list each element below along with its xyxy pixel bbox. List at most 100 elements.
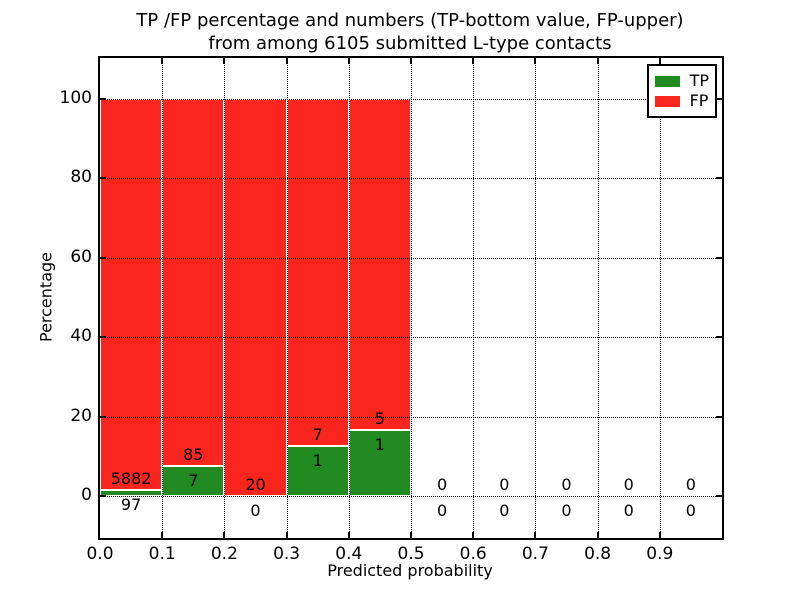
x-tick-label: 0.2: [210, 544, 238, 564]
x-tick-top: [347, 58, 350, 64]
legend-item-fp: FP: [654, 91, 709, 111]
x-tick-label: 0.3: [273, 544, 301, 564]
legend: TP FP: [646, 64, 717, 118]
y-tick-left: [100, 177, 106, 180]
y-tick-left: [100, 336, 106, 339]
x-tick-top: [285, 58, 288, 64]
y-tick-right: [716, 336, 722, 339]
x-gridline: [473, 58, 475, 538]
fp-count-label: 85: [183, 444, 204, 464]
fp-bar-segment: [100, 98, 163, 490]
tp-count-label: 0: [437, 501, 448, 521]
y-tick-label: 20: [70, 405, 92, 426]
tp-bar-segment: [348, 429, 411, 497]
y-gridline: [100, 337, 722, 339]
x-tick-top: [534, 58, 537, 64]
tp-count-label: 97: [120, 494, 142, 514]
y-tick-label: 60: [70, 246, 92, 267]
tp-count-label: 0: [499, 501, 510, 521]
y-gridline: [100, 257, 722, 259]
x-tick-label: 0.0: [86, 544, 114, 564]
x-tick-bottom: [223, 532, 226, 538]
chart-title-line1: TP /FP percentage and numbers (TP-bottom…: [136, 10, 684, 31]
fp-count-label: 0: [561, 475, 572, 495]
x-axis-label: Predicted probability: [327, 561, 493, 580]
x-tick-top: [472, 58, 475, 64]
fp-bar-segment: [286, 98, 349, 447]
y-tick-label: 40: [70, 326, 92, 347]
tp-legend-label: TP: [689, 71, 709, 90]
x-tick-bottom: [410, 532, 412, 538]
fp-count-label: 5: [374, 408, 385, 428]
x-gridline: [162, 58, 164, 538]
x-gridline: [286, 58, 288, 538]
x-tick-bottom: [596, 532, 599, 538]
fp-legend-label: FP: [689, 91, 709, 110]
tp-count-label: 7: [188, 470, 199, 490]
y-tick-label: 0: [81, 485, 92, 506]
plot-area: TP FP 0.0 0.1 0.2 0.3 0.4 0.5 0.6 0.7 0.8 0.9 0 20 4…: [60, 56, 724, 564]
tp-legend-swatch: [654, 75, 680, 87]
x-gridline: [535, 58, 537, 538]
fp-legend-swatch: [654, 95, 680, 107]
x-tick-label: 0.4: [335, 544, 363, 564]
x-tick-label: 0.7: [521, 544, 549, 564]
tp-bar-segment: [162, 465, 225, 497]
x-gridline: [224, 58, 226, 538]
fp-count-label: 0: [685, 475, 696, 495]
x-gridline: [597, 58, 599, 538]
x-tick-top: [410, 58, 412, 64]
fp-bar-segment: [162, 98, 225, 466]
x-tick-bottom: [658, 532, 661, 538]
fp-count-label: 0: [437, 475, 448, 495]
fp-count-label: 0: [623, 475, 634, 495]
x-tick-bottom: [472, 532, 475, 538]
x-tick-bottom: [285, 532, 288, 538]
tp-bar-segment: [100, 489, 163, 497]
y-tick-label: 80: [70, 167, 92, 188]
x-tick-bottom: [534, 532, 537, 538]
x-tick-top: [223, 58, 226, 64]
y-tick-left: [100, 495, 106, 498]
fp-bar-segment: [348, 98, 411, 430]
y-gridline: [100, 496, 722, 498]
tp-count-label: 0: [250, 501, 261, 521]
y-tick-left: [100, 97, 106, 100]
x-tick-bottom: [161, 532, 164, 538]
tp-bar-segment: [286, 446, 349, 497]
tp-count-label: 0: [685, 501, 696, 521]
y-tick-right: [716, 97, 722, 100]
x-tick-label: 0.9: [646, 544, 674, 564]
fp-count-label: 7: [312, 425, 323, 445]
x-tick-bottom: [347, 532, 350, 538]
chart-title-line2: from among 6105 submitted L-type contact…: [208, 33, 612, 54]
x-tick-top: [658, 58, 661, 64]
y-gridline: [100, 178, 722, 180]
x-gridline: [411, 58, 412, 538]
x-gridline: [348, 58, 350, 538]
y-tick-left: [100, 256, 106, 259]
legend-item-tp: TP: [654, 71, 709, 91]
chart-title: TP /FP percentage and numbers (TP-bottom…: [98, 9, 722, 55]
x-gridline: [659, 58, 661, 538]
x-tick-label: 0.1: [148, 544, 176, 564]
tp-count-label: 1: [312, 451, 323, 471]
x-tick-top: [596, 58, 599, 64]
tp-count-label: 0: [623, 501, 634, 521]
fp-count-label: 20: [245, 475, 266, 495]
y-tick-left: [100, 415, 106, 418]
y-tick-right: [716, 415, 722, 418]
x-tick-label: 0.6: [459, 544, 487, 564]
fp-count-label: 5882: [110, 468, 152, 488]
x-tick-top: [161, 58, 164, 64]
y-tick-right: [716, 256, 722, 259]
y-tick-right: [716, 495, 722, 498]
y-gridline: [100, 98, 722, 100]
y-tick-right: [716, 177, 722, 180]
tp-count-label: 0: [561, 501, 572, 521]
fp-count-label: 0: [499, 475, 510, 495]
tp-count-label: 1: [374, 434, 385, 454]
x-tick-label: 0.5: [397, 544, 425, 564]
x-tick-label: 0.8: [584, 544, 612, 564]
